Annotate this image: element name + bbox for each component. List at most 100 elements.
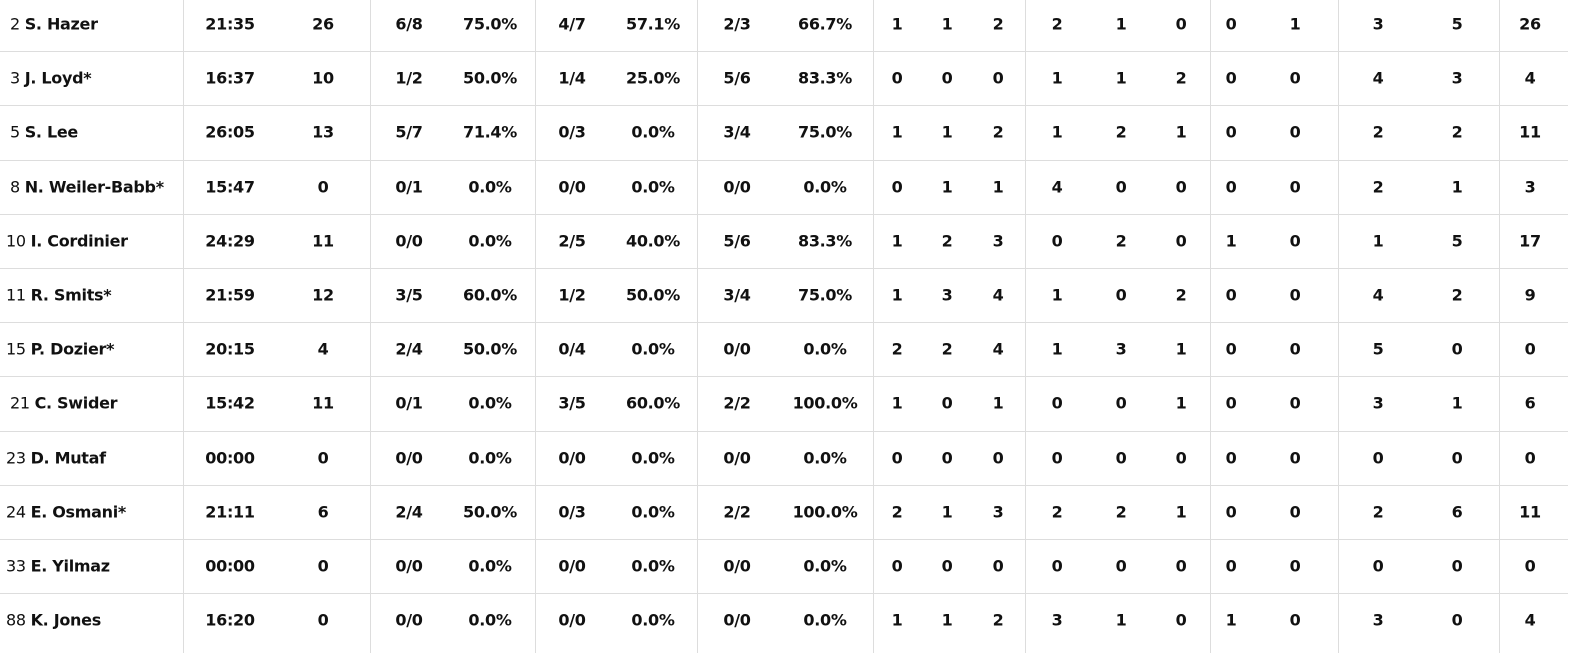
stat-cell: 2 bbox=[1115, 122, 1127, 142]
stat-cell: 3 bbox=[1524, 177, 1536, 197]
stat-cell: 5 bbox=[1451, 14, 1463, 34]
stat-cell: 0 bbox=[1451, 556, 1463, 576]
stat-cell: 75.0% bbox=[797, 285, 853, 305]
stat-cell: 1 bbox=[1451, 393, 1463, 413]
stat-cell: 11 bbox=[1519, 122, 1541, 142]
stat-cell: 0 bbox=[1225, 339, 1237, 359]
stat-cell: 0/0 bbox=[723, 556, 751, 576]
stat-cell: 0 bbox=[1051, 556, 1063, 576]
stat-cell: 60.0% bbox=[462, 285, 518, 305]
stat-cell: 3 bbox=[1372, 14, 1384, 34]
column-divider bbox=[1210, 0, 1211, 653]
stat-cell: 2 bbox=[992, 610, 1004, 630]
player: 15 P. Dozier* bbox=[6, 340, 114, 359]
stat-cell: 3 bbox=[992, 231, 1004, 251]
stat-cell: 0 bbox=[1524, 556, 1536, 576]
stat-cell: 0 bbox=[1451, 610, 1463, 630]
stat-cell: 2/5 bbox=[558, 231, 586, 251]
stat-cell: 3 bbox=[1451, 68, 1463, 88]
column-divider bbox=[370, 0, 371, 653]
stat-cell: 4 bbox=[1372, 285, 1384, 305]
stat-cell: 50.0% bbox=[625, 285, 681, 305]
column-divider bbox=[1338, 0, 1339, 653]
player: 11 R. Smits* bbox=[6, 285, 112, 305]
stat-cell: 6 bbox=[1524, 393, 1536, 413]
column-divider bbox=[183, 0, 184, 653]
stat-cell: 0 bbox=[1175, 448, 1187, 468]
stat-cell: 16:20 bbox=[205, 610, 255, 630]
stat-cell: 0 bbox=[1289, 610, 1301, 630]
stat-cell: 2 bbox=[1051, 14, 1063, 34]
stat-cell: 2 bbox=[941, 231, 953, 251]
stat-cell: 0/0 bbox=[395, 448, 423, 468]
stat-cell: 0/3 bbox=[558, 122, 586, 142]
stat-cell: 0 bbox=[1289, 339, 1301, 359]
stat-cell: 3/5 bbox=[558, 393, 586, 413]
stat-cell: 1/2 bbox=[395, 68, 423, 88]
player-name: E. Yilmaz bbox=[30, 556, 111, 576]
column-divider bbox=[697, 0, 698, 653]
stat-cell: 2 bbox=[891, 339, 903, 359]
stat-cell: 0 bbox=[1289, 177, 1301, 197]
stat-cell: 0 bbox=[317, 448, 329, 468]
stat-cell: 0 bbox=[1051, 393, 1063, 413]
player-name: R. Smits* bbox=[30, 285, 112, 305]
stat-cell: 0 bbox=[317, 177, 329, 197]
stat-cell: 1 bbox=[1175, 122, 1187, 142]
stat-cell: 0.0% bbox=[803, 177, 847, 197]
stat-cell: 0/0 bbox=[723, 339, 751, 359]
stat-cell: 1 bbox=[1051, 285, 1063, 305]
stat-cell: 3 bbox=[1372, 610, 1384, 630]
stat-cell: 25.0% bbox=[625, 68, 681, 88]
stat-cell: 0 bbox=[1289, 393, 1301, 413]
stat-cell: 0 bbox=[1225, 556, 1237, 576]
stat-cell: 1 bbox=[1051, 68, 1063, 88]
stat-cell: 0.0% bbox=[631, 339, 675, 359]
stat-cell: 0 bbox=[1289, 556, 1301, 576]
stat-cell: 0.0% bbox=[468, 393, 512, 413]
stat-cell: 0/0 bbox=[395, 610, 423, 630]
stat-cell: 0.0% bbox=[631, 448, 675, 468]
stat-cell: 10 bbox=[312, 68, 334, 88]
stat-cell: 0 bbox=[1524, 339, 1536, 359]
stat-cell: 0 bbox=[1289, 122, 1301, 142]
stat-cell: 0 bbox=[1225, 448, 1237, 468]
jersey-number: 3 bbox=[10, 68, 20, 88]
stat-cell: 0 bbox=[1115, 556, 1127, 576]
row-divider bbox=[0, 159, 1568, 161]
stat-cell: 1 bbox=[1175, 339, 1187, 359]
stat-cell: 71.4% bbox=[462, 122, 518, 142]
jersey-number: 2 bbox=[10, 14, 20, 34]
stat-cell: 0 bbox=[1289, 502, 1301, 522]
stat-cell: 1 bbox=[891, 285, 903, 305]
stat-cell: 0 bbox=[1115, 285, 1127, 305]
stat-cell: 0.0% bbox=[468, 448, 512, 468]
stat-cell: 1 bbox=[1289, 14, 1301, 34]
stat-cell: 0 bbox=[1225, 393, 1237, 413]
stat-cell: 1 bbox=[891, 610, 903, 630]
column-divider bbox=[873, 0, 874, 653]
stat-cell: 20:15 bbox=[205, 339, 255, 359]
row-divider bbox=[0, 376, 1568, 378]
column-divider bbox=[1499, 0, 1500, 653]
stat-cell: 4 bbox=[1372, 68, 1384, 88]
stat-cell: 9 bbox=[1524, 285, 1536, 305]
stat-cell: 1 bbox=[891, 231, 903, 251]
stat-cell: 2 bbox=[1175, 68, 1187, 88]
player-name: S. Lee bbox=[24, 122, 79, 142]
stat-cell: 0 bbox=[1225, 285, 1237, 305]
player: 21 C. Swider bbox=[10, 394, 118, 413]
stat-cell: 2 bbox=[891, 502, 903, 522]
stat-cell: 0.0% bbox=[631, 556, 675, 576]
stat-cell: 1 bbox=[992, 393, 1004, 413]
stat-cell: 57.1% bbox=[625, 14, 681, 34]
stat-cell: 5 bbox=[1372, 339, 1384, 359]
stat-cell: 2 bbox=[992, 14, 1004, 34]
stat-cell: 83.3% bbox=[797, 231, 853, 251]
stat-cell: 1 bbox=[1051, 122, 1063, 142]
stat-cell: 26 bbox=[312, 14, 334, 34]
stat-cell: 26:05 bbox=[205, 122, 255, 142]
stat-cell: 4 bbox=[317, 339, 329, 359]
stat-cell: 13 bbox=[312, 122, 334, 142]
stat-cell: 15:47 bbox=[205, 177, 255, 197]
